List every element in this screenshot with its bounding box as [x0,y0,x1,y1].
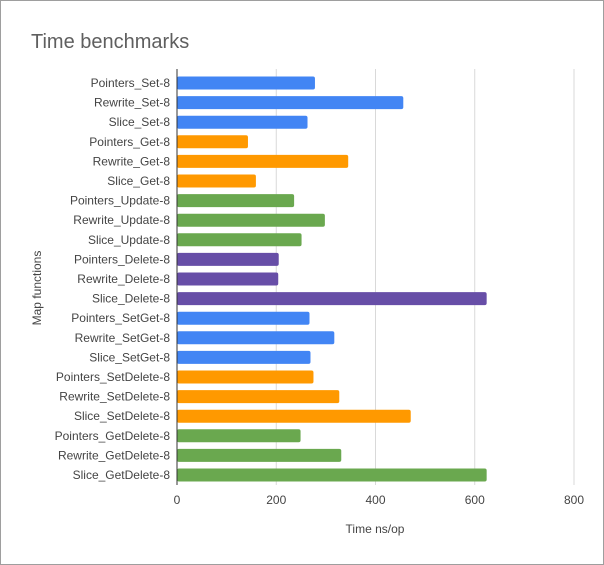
y-axis-title: Map functions [30,251,44,326]
category-label: Rewrite_SetGet-8 [75,331,171,345]
bar [177,233,302,247]
bar [177,194,295,208]
bar [177,115,308,129]
category-label: Slice_Delete-8 [92,292,170,306]
bar [177,468,487,482]
bar [177,174,256,188]
category-label: Slice_Update-8 [88,233,170,247]
category-label: Pointers_Get-8 [89,135,170,149]
category-label: Slice_GetDelete-8 [73,468,171,482]
bar [177,135,248,149]
bar [177,213,325,227]
category-label: Rewrite_Get-8 [93,154,171,168]
bar [177,331,335,345]
bar [177,154,349,168]
bar [177,448,342,462]
category-label: Rewrite_Set-8 [94,96,170,110]
category-label: Pointers_SetDelete-8 [56,370,170,384]
x-tick-labels: 0 200 400 600 800 [174,493,585,507]
x-tick-label: 400 [365,493,385,507]
x-axis-title: Time ns/op [346,522,405,536]
category-label: Pointers_GetDelete-8 [55,429,171,443]
bars [177,76,487,482]
category-label: Rewrite_SetDelete-8 [59,390,170,404]
x-tick-label: 800 [564,493,584,507]
category-label: Rewrite_GetDelete-8 [58,448,170,462]
bar [177,76,315,90]
bar [177,429,301,443]
bar [177,96,404,110]
bar [177,252,279,266]
category-label: Pointers_SetGet-8 [71,311,170,325]
bar [177,292,487,306]
bar [177,311,310,325]
category-label: Pointers_Update-8 [70,194,170,208]
x-tick-label: 0 [174,493,181,507]
category-label: Pointers_Set-8 [91,76,171,90]
bar [177,370,314,384]
chart-title: Time benchmarks [31,31,189,53]
x-tick-label: 200 [266,493,286,507]
category-label: Slice_SetDelete-8 [74,409,170,423]
category-label: Slice_SetGet-8 [89,350,170,364]
category-label: Pointers_Delete-8 [74,252,170,266]
bar [177,350,311,364]
category-label: Slice_Get-8 [107,174,170,188]
x-tick-label: 600 [465,493,485,507]
category-labels: Pointers_Set-8 Rewrite_Set-8 Slice_Set-8 Po… [55,76,171,482]
category-label: Rewrite_Update-8 [73,213,170,227]
bar [177,390,340,404]
bar [177,272,279,286]
category-label: Slice_Set-8 [109,115,171,129]
bar [177,409,411,423]
category-label: Rewrite_Delete-8 [77,272,170,286]
